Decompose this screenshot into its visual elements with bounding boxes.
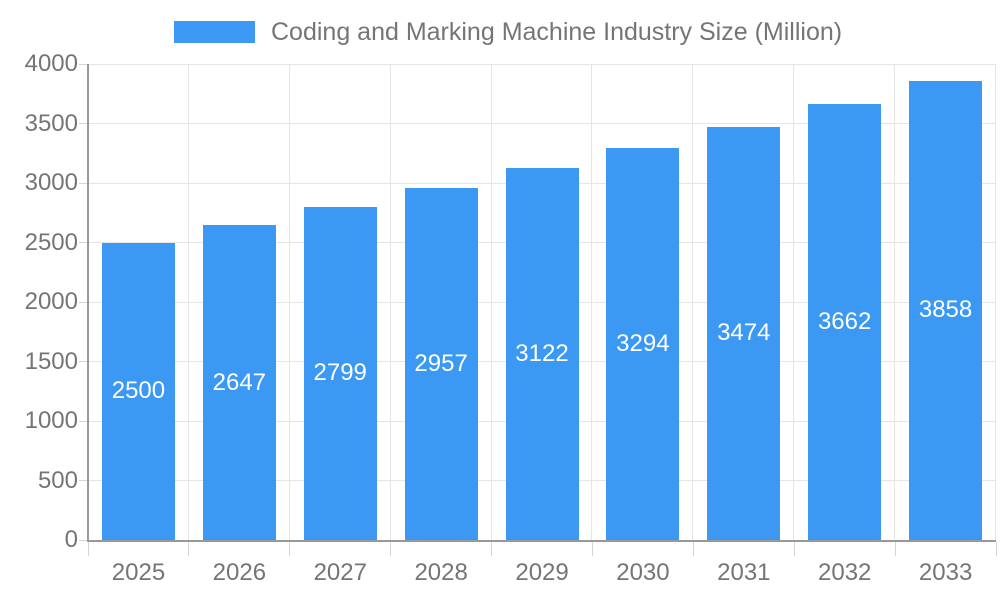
x-axis-tick-mark [793,542,795,556]
y-axis-tick-label: 1000 [24,407,78,434]
x-axis-tick-label: 2027 [313,559,367,586]
x-axis-tick-mark [692,542,694,556]
bar-value-label: 3662 [817,308,872,336]
bar[interactable]: 2799 [303,206,377,540]
legend-swatch[interactable] [174,21,255,43]
y-axis-tick-mark [79,361,88,362]
y-axis-tick-mark [79,480,88,481]
y-axis-tick-label: 1500 [24,347,78,375]
y-axis-tick-mark [79,123,88,124]
x-axis-tick-label: 2031 [717,559,771,586]
bar-value-label: 2500 [111,377,166,405]
gridline-vertical [894,64,896,540]
y-axis-tick-label: 4000 [24,50,78,77]
gridline-vertical [692,64,694,540]
y-axis-tick-mark [79,63,88,65]
x-axis-tick-label: 2026 [212,559,267,586]
gridline-horizontal [88,123,996,124]
y-axis-tick-mark [79,539,88,541]
gridline-vertical [995,64,996,540]
y-axis-tick-label: 500 [37,466,78,494]
y-axis-tick-mark [79,242,88,243]
x-axis-tick-label: 2033 [918,559,973,586]
x-axis-tick-label: 2029 [515,559,569,586]
x-axis-tick-label: 2030 [616,559,670,586]
x-axis-tick-mark [390,542,392,556]
x-axis-tick-mark [289,542,291,556]
bar-value-label: 2957 [414,350,468,378]
legend-label: Coding and Marking Machine Industry Size… [271,17,843,46]
y-axis-tick-label: 2500 [24,228,78,256]
bar-value-label: 3474 [717,319,771,347]
gridline-vertical [187,64,189,540]
bar[interactable]: 3858 [909,80,983,540]
bar[interactable]: 2957 [404,188,478,540]
y-axis-tick-mark [79,182,88,184]
bar[interactable]: 3294 [606,148,680,540]
chart-legend[interactable]: Coding and Marking Machine Industry Size… [174,13,842,51]
y-axis-tick-mark [79,301,88,303]
x-axis-tick-label: 2025 [111,559,166,586]
x-axis-tick-mark [995,542,997,556]
gridline-vertical [591,64,593,540]
bar-value-label: 2799 [313,359,367,387]
gridline-vertical [490,64,492,540]
bar-value-label: 3858 [918,296,973,324]
gridline-vertical [793,64,795,540]
plot-area: 2500 2647 2799 2957 3122 3294 3474 3662 3858 [88,63,996,540]
x-axis-tick-mark [87,542,89,556]
y-axis-tick-label: 3000 [24,169,78,196]
x-axis-tick-label: 2032 [818,559,872,586]
bar[interactable]: 3122 [505,168,579,540]
y-axis-tick-label: 2000 [24,288,78,315]
bar-value-label: 3294 [616,330,670,357]
x-axis-tick-mark [894,542,896,556]
x-axis-tick-mark [591,542,593,556]
x-axis-tick-mark [491,542,493,556]
gridline-horizontal [88,63,996,65]
x-axis-tick-label: 2028 [414,559,468,586]
y-axis-tick-label: 3500 [24,109,78,137]
y-axis-tick-mark [79,420,88,422]
bar[interactable]: 3474 [707,126,781,540]
gridline-vertical [288,64,290,540]
x-axis-tick-mark [188,542,190,556]
bar[interactable]: 3662 [808,104,882,540]
bar[interactable]: 2500 [101,242,175,540]
x-axis-line [87,540,996,542]
y-axis-line [87,64,89,542]
bar-value-label: 2647 [212,368,267,396]
bar[interactable]: 2647 [202,225,276,540]
gridline-vertical [389,64,391,540]
y-axis-tick-label: 0 [64,526,78,553]
bar-value-label: 3122 [515,340,569,368]
